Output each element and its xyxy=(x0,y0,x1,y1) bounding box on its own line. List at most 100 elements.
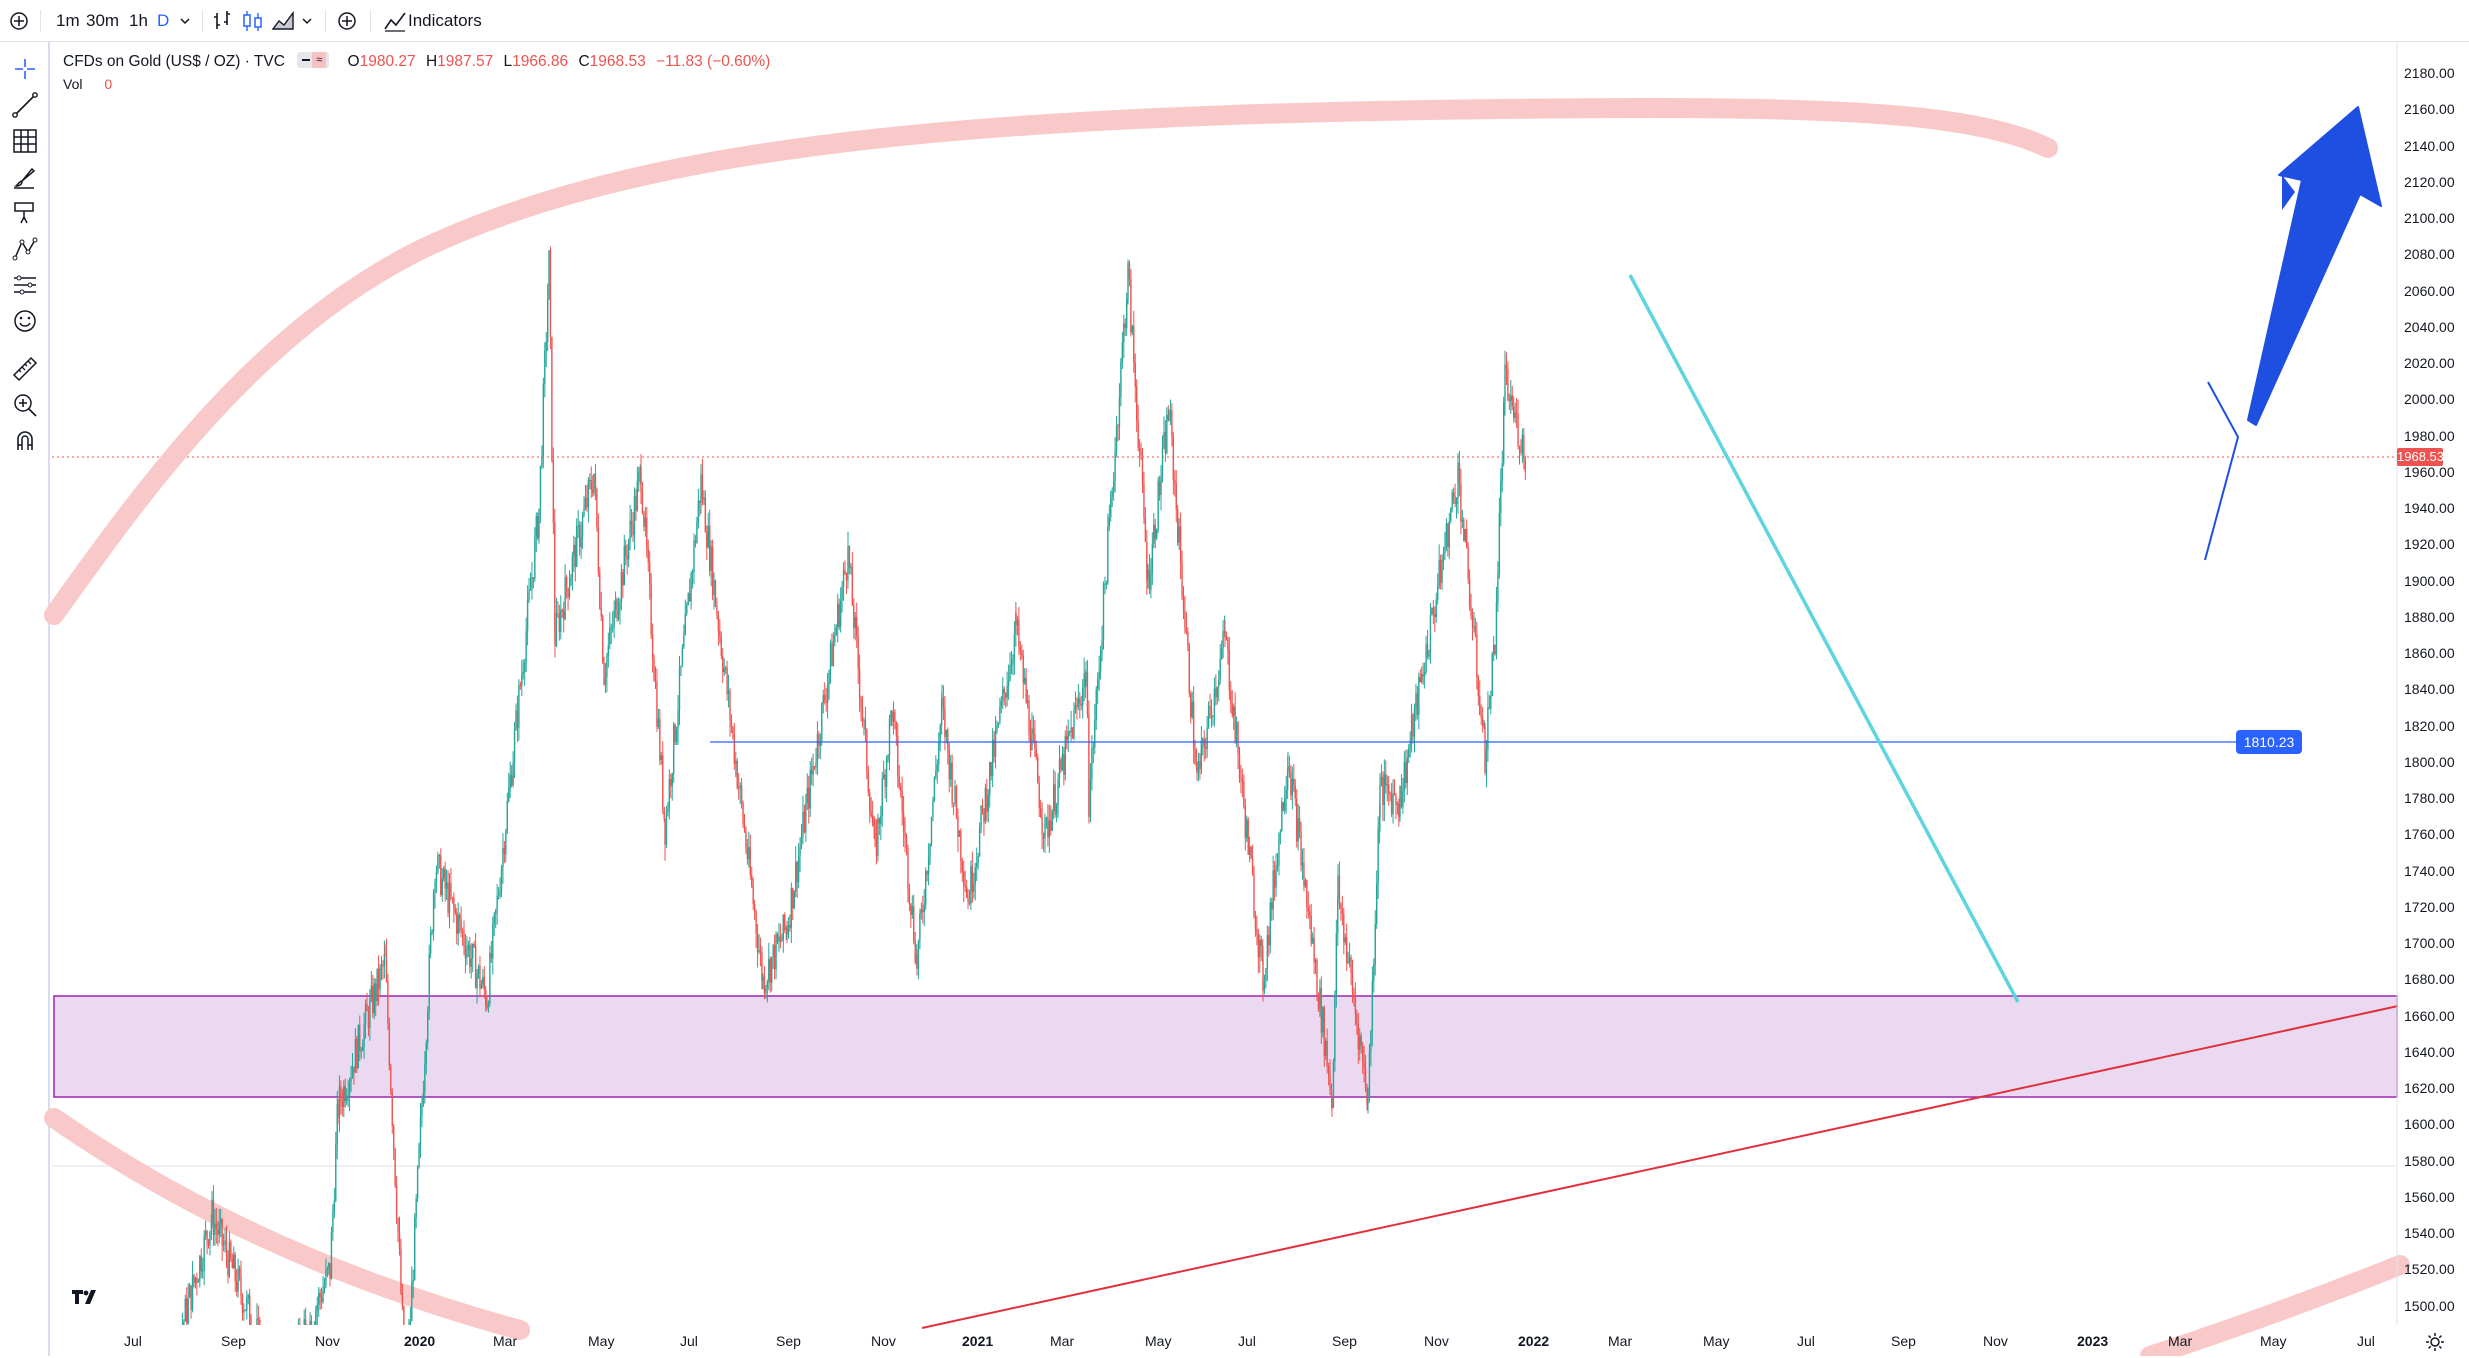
candle-body xyxy=(535,516,537,538)
interval-1m[interactable]: 1m xyxy=(56,11,80,30)
candle-body xyxy=(418,1144,420,1167)
candle-body xyxy=(607,645,610,657)
text-tool-icon[interactable] xyxy=(10,198,40,228)
candle-body xyxy=(1031,728,1033,751)
top-arc[interactable] xyxy=(44,97,2058,625)
symbol-title[interactable]: CFDs on Gold (US$ / OZ) · TVC xyxy=(63,53,285,70)
compare-add-icon[interactable] xyxy=(333,0,363,42)
candle-body xyxy=(1166,414,1168,454)
descending-trend-line[interactable] xyxy=(1628,274,2020,1003)
candle-body xyxy=(496,895,498,910)
candle-body xyxy=(1311,937,1314,944)
candle-body xyxy=(1114,451,1116,482)
candle-body xyxy=(1504,364,1506,403)
candle-body xyxy=(1061,754,1064,770)
candle-body xyxy=(238,1268,241,1276)
candle-body xyxy=(375,983,377,1001)
interval-30m[interactable]: 30m xyxy=(86,11,120,30)
candle-body xyxy=(1497,574,1499,603)
candle-body xyxy=(1161,447,1164,477)
candle-body xyxy=(958,830,961,837)
chevron-down-icon[interactable] xyxy=(178,0,192,42)
bottom-right-arc[interactable] xyxy=(2140,1255,2410,1356)
candle-body xyxy=(380,964,383,968)
candle-body xyxy=(188,1285,191,1298)
candle-body xyxy=(771,957,773,983)
trend-line-icon[interactable] xyxy=(10,90,40,120)
candle-body xyxy=(1167,414,1169,420)
candle-body xyxy=(1374,924,1376,965)
candles-icon[interactable] xyxy=(240,0,266,42)
candle-body xyxy=(719,630,721,637)
bottom-arc[interactable] xyxy=(44,1108,530,1340)
price-tick-label: 2000.00 xyxy=(2404,391,2455,408)
up-arrow[interactable] xyxy=(2247,106,2382,426)
crosshair-icon[interactable] xyxy=(10,54,40,84)
ruler-icon[interactable] xyxy=(10,354,40,384)
support-zone[interactable] xyxy=(53,995,2398,1098)
candle-body xyxy=(1429,615,1432,653)
candle-body xyxy=(458,914,461,920)
candle-body xyxy=(967,897,969,902)
support-trend-line[interactable] xyxy=(921,1005,2399,1329)
candle-body xyxy=(1150,573,1152,590)
candle-body xyxy=(647,548,649,563)
candle-body xyxy=(687,593,689,605)
candle-body xyxy=(1422,674,1424,677)
candle-body xyxy=(677,710,679,730)
candle-body xyxy=(247,1295,249,1298)
candle-body xyxy=(590,479,592,490)
interval-d[interactable]: D xyxy=(157,11,170,30)
candle-body xyxy=(560,609,562,632)
candle-body xyxy=(1485,750,1488,773)
tradingview-logo-icon[interactable] xyxy=(70,1284,100,1310)
area-chart-icon[interactable] xyxy=(270,0,296,42)
chevron-down-icon[interactable] xyxy=(300,0,314,42)
candle-body xyxy=(900,786,902,791)
candle-body xyxy=(1325,1041,1327,1056)
indicators-button[interactable]: Indicators xyxy=(408,11,482,30)
candle-body xyxy=(387,980,389,1024)
grid-icon[interactable] xyxy=(10,126,40,156)
price-tick-label: 1500.00 xyxy=(2404,1297,2455,1314)
candle-body xyxy=(1450,508,1452,522)
candle-body xyxy=(359,1024,361,1052)
candle-body xyxy=(1518,445,1521,451)
candle-body xyxy=(1241,779,1244,782)
interval-1h[interactable]: 1h xyxy=(129,11,148,30)
candle-body xyxy=(983,808,985,822)
zoom-in-icon[interactable] xyxy=(10,390,40,420)
candle-body xyxy=(1248,846,1251,855)
divider xyxy=(202,10,203,32)
candle-body xyxy=(485,989,487,1006)
candle-body xyxy=(847,545,849,574)
hline-price-badge[interactable]: 1810.23 xyxy=(2236,730,2302,754)
time-tick-label: 2020 xyxy=(404,1333,436,1349)
candle-body xyxy=(500,868,503,892)
bar-style-icon[interactable] xyxy=(210,0,238,42)
candle-body xyxy=(469,944,471,967)
candle-body xyxy=(1064,735,1066,775)
indicators-icon[interactable] xyxy=(382,0,408,42)
settings-gear-icon[interactable] xyxy=(2424,1331,2446,1353)
candle-body xyxy=(927,857,930,875)
candle-body xyxy=(1360,1035,1362,1046)
candle-body xyxy=(326,1268,329,1270)
candle-body xyxy=(428,953,430,1012)
candle-body xyxy=(1207,706,1210,728)
pennant-lines[interactable] xyxy=(2204,381,2240,561)
brush-icon[interactable] xyxy=(10,162,40,192)
candle-body xyxy=(203,1235,205,1271)
volume-label[interactable]: Vol xyxy=(63,76,83,92)
candle-body xyxy=(524,662,526,672)
pattern-icon[interactable] xyxy=(10,234,40,264)
add-symbol-icon[interactable] xyxy=(6,0,36,42)
magnet-icon[interactable] xyxy=(10,426,40,456)
candle-body xyxy=(391,1092,393,1126)
legend-options-icon[interactable]: ≈ xyxy=(297,52,330,68)
emoji-icon[interactable] xyxy=(10,306,40,336)
candle-body xyxy=(1367,1098,1369,1105)
forecast-icon[interactable] xyxy=(10,270,40,300)
candle-body xyxy=(1309,911,1311,916)
